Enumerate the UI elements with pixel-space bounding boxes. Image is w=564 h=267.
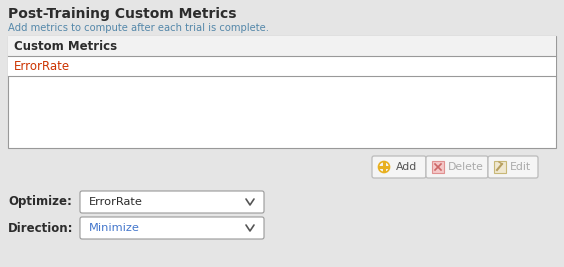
FancyBboxPatch shape [372, 156, 426, 178]
Text: Optimize:: Optimize: [8, 195, 72, 209]
Bar [8, 36, 556, 148]
Text: Add: Add [396, 162, 417, 172]
FancyBboxPatch shape [432, 161, 444, 173]
Text: Minimize: Minimize [89, 223, 140, 233]
FancyBboxPatch shape [494, 161, 506, 173]
Bar [8, 36, 556, 56]
Text: Add metrics to compute after each trial is complete.: Add metrics to compute after each trial … [8, 23, 269, 33]
Text: Direction:: Direction: [8, 222, 73, 234]
FancyBboxPatch shape [80, 191, 264, 213]
Text: Edit: Edit [510, 162, 531, 172]
FancyBboxPatch shape [426, 156, 488, 178]
Text: ErrorRate: ErrorRate [14, 60, 70, 73]
Text: Custom Metrics: Custom Metrics [14, 40, 117, 53]
Text: ErrorRate: ErrorRate [89, 197, 143, 207]
FancyBboxPatch shape [488, 156, 538, 178]
Bar [8, 56, 556, 76]
Text: Post-Training Custom Metrics: Post-Training Custom Metrics [8, 7, 236, 21]
Text: Delete: Delete [448, 162, 484, 172]
FancyBboxPatch shape [80, 217, 264, 239]
